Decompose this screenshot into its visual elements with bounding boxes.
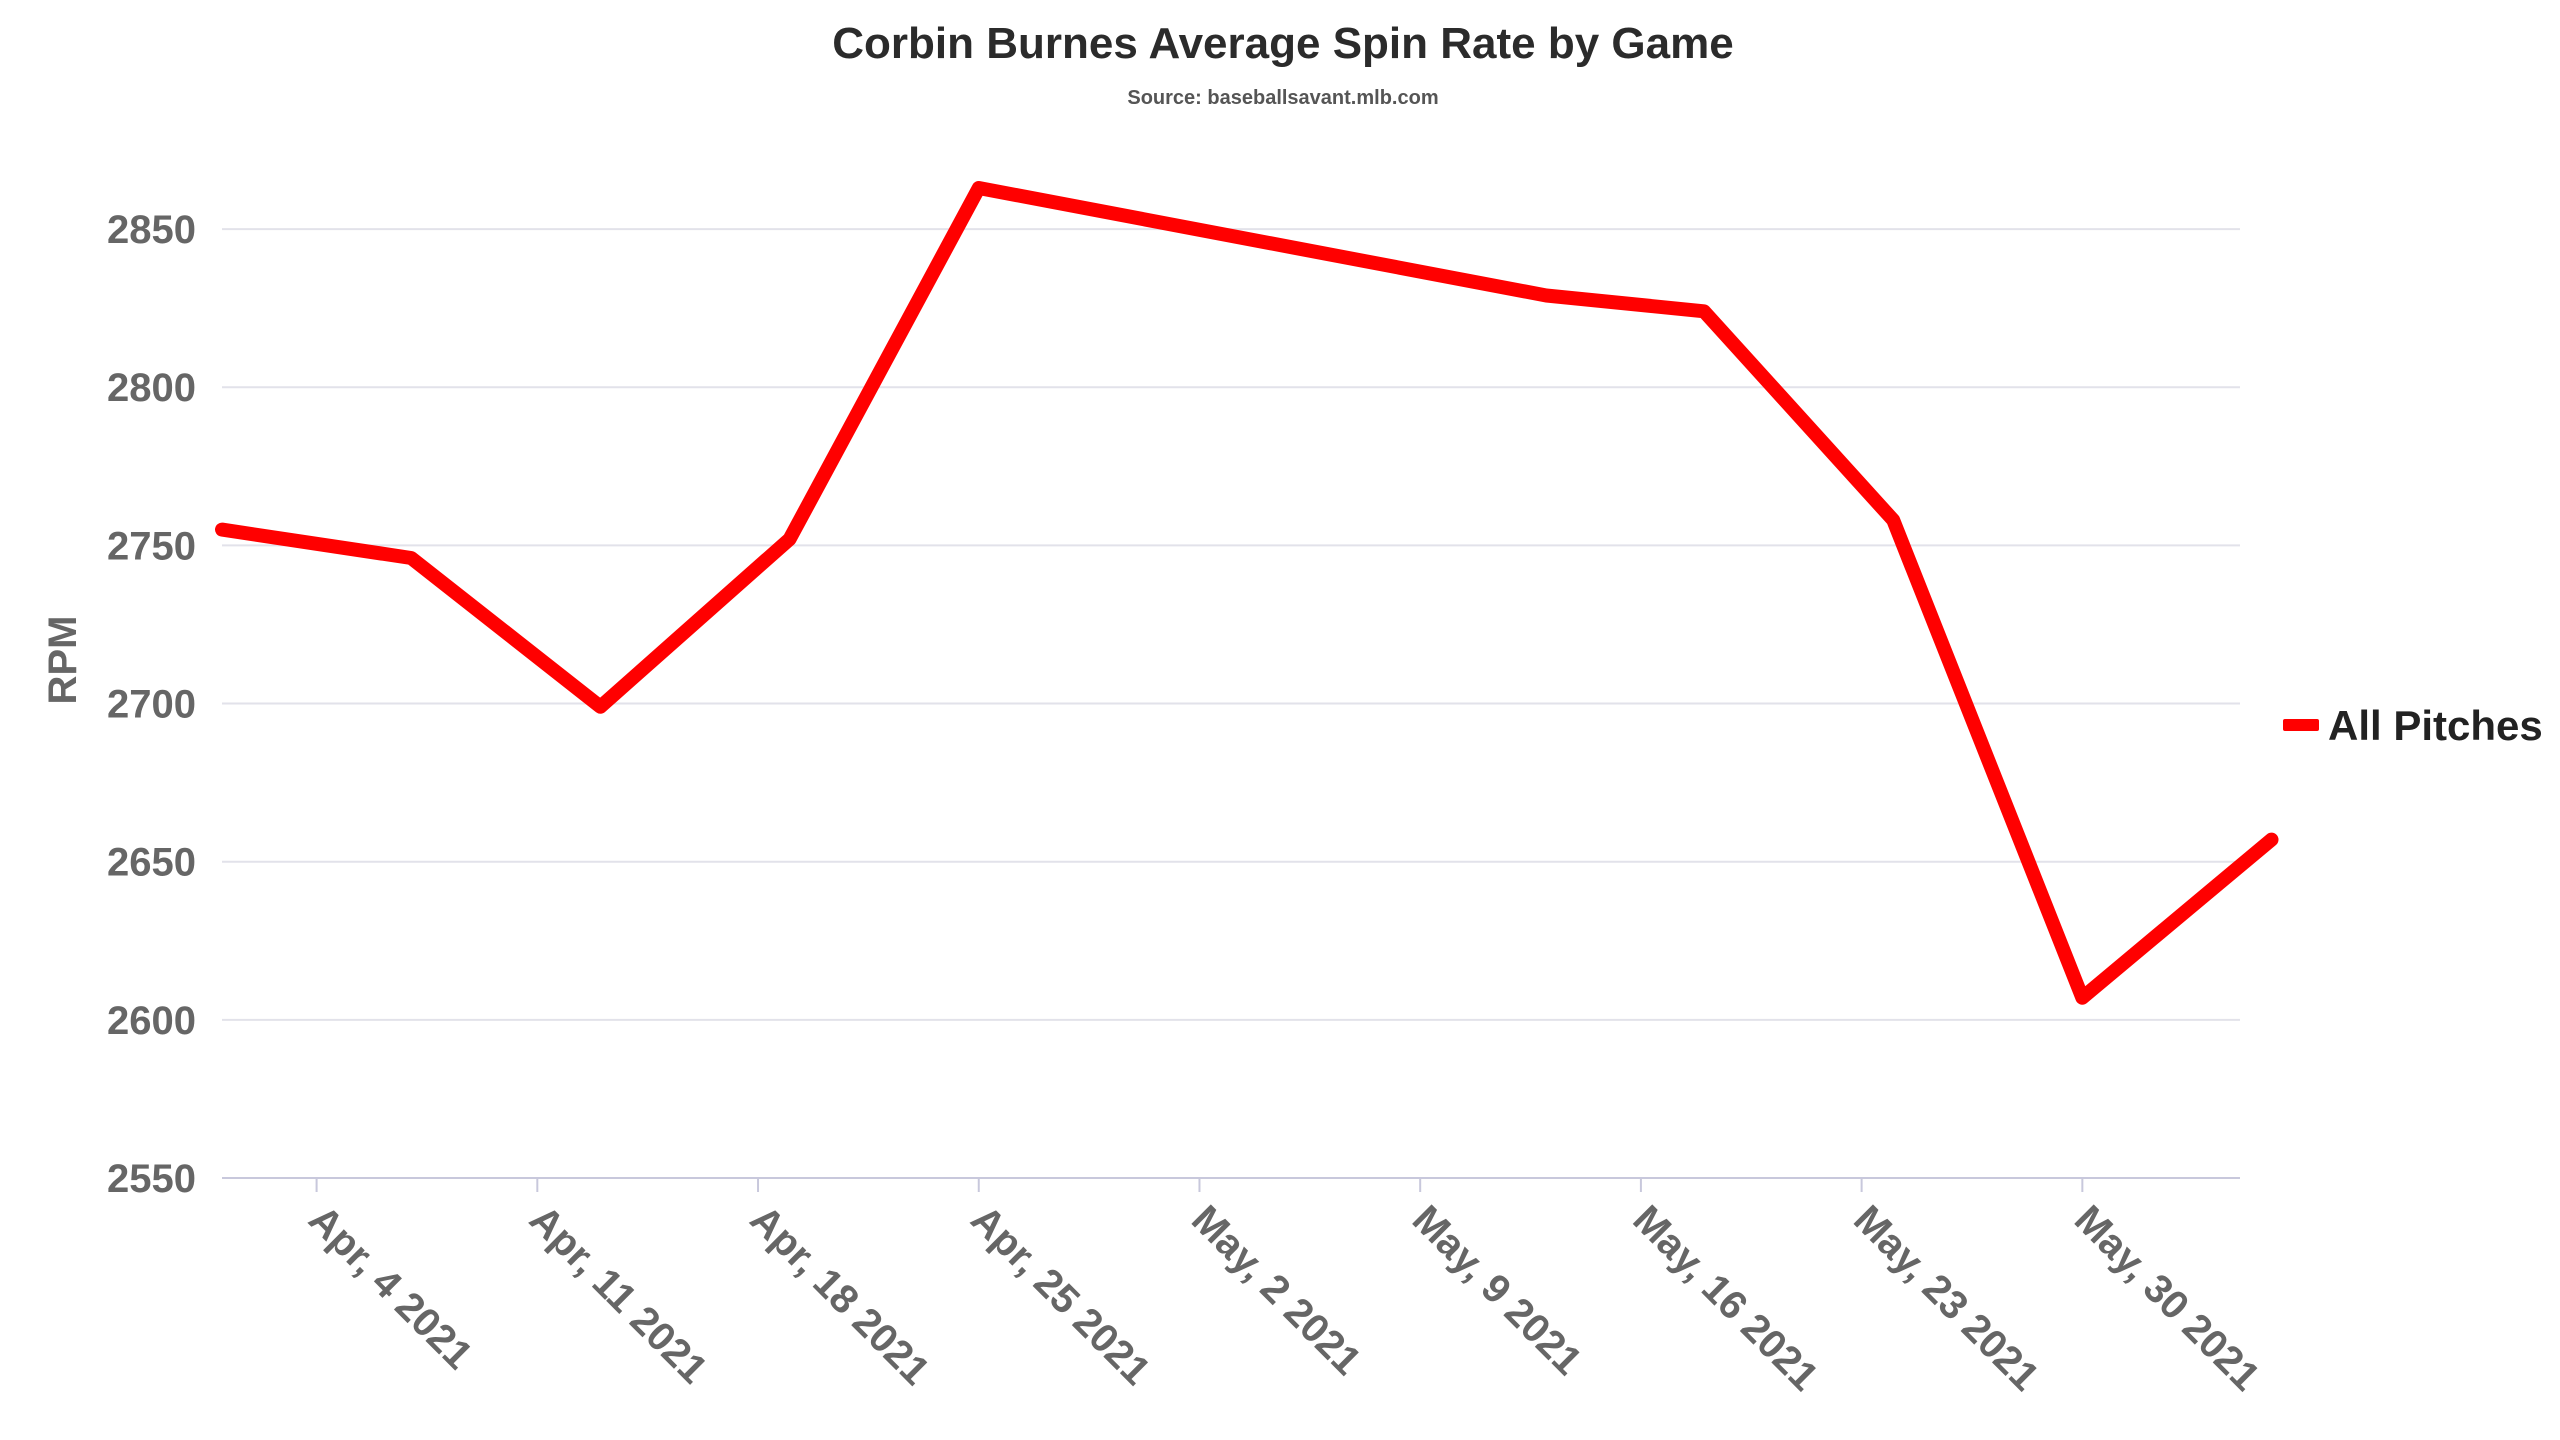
y-gridlines <box>222 228 2240 1179</box>
x-tick-label: Apr, 25 2021 <box>962 1197 1158 1393</box>
chart-subtitle: Source: baseballsavant.mlb.com <box>1127 87 1438 109</box>
y-tick-label: 2850 <box>107 208 196 252</box>
y-tick-label: 2600 <box>107 999 196 1043</box>
x-tick-label: Apr, 11 2021 <box>521 1197 716 1392</box>
legend-swatch <box>2283 719 2319 731</box>
y-axis-label: RPM <box>41 616 85 705</box>
y-tick-label: 2800 <box>107 366 196 410</box>
x-tick-label: Apr, 18 2021 <box>742 1197 938 1393</box>
x-tick-label: May, 9 2021 <box>1404 1197 1590 1383</box>
x-axis: Apr, 4 2021 Apr, 11 2021 Apr, 18 2021 Apr, … <box>300 1178 2268 1399</box>
series-layer <box>215 181 2279 1005</box>
series-line <box>215 181 2279 1005</box>
x-tick-label: May, 16 2021 <box>1625 1197 1827 1399</box>
chart-title: Corbin Burnes Average Spin Rate by Game <box>832 19 1733 68</box>
legend: All Pitches <box>2283 702 2543 749</box>
x-tick-label: Apr, 4 2021 <box>300 1197 480 1377</box>
y-tick-label: 2550 <box>107 1157 196 1201</box>
y-axis: 2550 2600 2650 2700 2750 2800 2850 <box>107 208 196 1201</box>
legend-label: All Pitches <box>2328 702 2543 749</box>
y-tick-label: 2750 <box>107 524 196 568</box>
x-tick-label: May, 30 2021 <box>2066 1197 2268 1399</box>
y-tick-label: 2650 <box>107 841 196 885</box>
y-tick-label: 2700 <box>107 683 196 727</box>
x-tick-label: May, 23 2021 <box>1845 1197 2047 1399</box>
x-tick-label: May, 2 2021 <box>1183 1197 1369 1383</box>
